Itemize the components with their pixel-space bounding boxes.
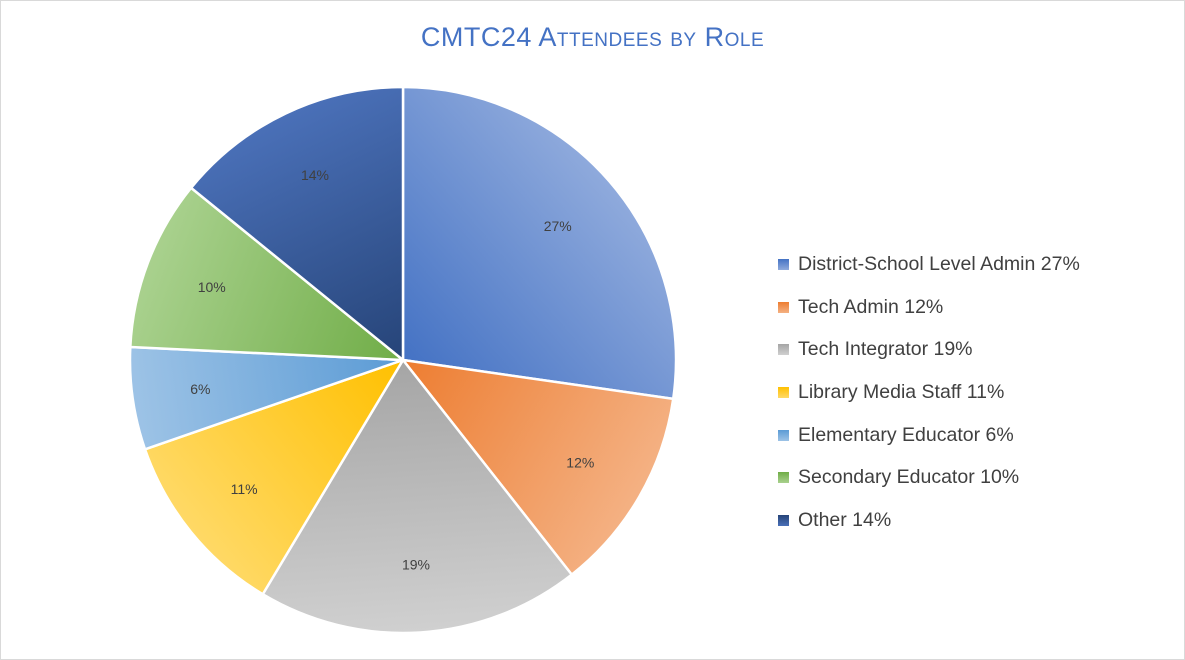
data-label: 6% xyxy=(190,381,210,397)
data-label: 10% xyxy=(198,279,226,295)
legend: District-School Level Admin 27% Tech Admi… xyxy=(778,243,1173,542)
pie-slice-secondary-educator xyxy=(129,186,405,362)
legend-swatch xyxy=(778,344,789,356)
legend-label: District-School Level Admin 27% xyxy=(798,252,1080,275)
pie-slice-library-media-staff xyxy=(143,358,405,596)
legend-item: District-School Level Admin 27% xyxy=(778,243,1173,286)
data-label: 27% xyxy=(544,218,572,234)
chart-title: CMTC24 Attendees by Role xyxy=(420,22,765,52)
legend-swatch xyxy=(778,429,789,441)
legend-item: Other 14% xyxy=(778,499,1173,542)
legend-label: Tech Admin 12% xyxy=(798,295,944,318)
legend-swatch xyxy=(778,472,789,484)
legend-item: Elementary Educator 6% xyxy=(778,414,1173,457)
pie-slices xyxy=(128,85,678,635)
data-label: 14% xyxy=(301,167,329,183)
legend-label: Elementary Educator 6% xyxy=(798,423,1014,446)
pie-slice-district-school-level-admin xyxy=(401,85,678,401)
legend-swatch xyxy=(778,258,789,270)
legend-label: Library Media Staff 11% xyxy=(798,380,1005,403)
legend-item: Library Media Staff 11% xyxy=(778,371,1173,414)
legend-swatch xyxy=(778,301,789,313)
legend-item: Tech Integrator 19% xyxy=(778,328,1173,371)
pie-labels: 27% 12% 19% 11% 6% 10% 14% xyxy=(190,167,594,572)
legend-item: Secondary Educator 10% xyxy=(778,456,1173,499)
data-label: 11% xyxy=(231,481,258,497)
pie-slice-tech-admin xyxy=(401,358,675,576)
legend-label: Tech Integrator 19% xyxy=(798,338,973,361)
pie-slice-tech-integrator xyxy=(261,358,574,635)
data-label: 12% xyxy=(566,454,594,470)
pie-slice-other xyxy=(189,85,405,362)
legend-item: Tech Admin 12% xyxy=(778,286,1173,329)
data-label: 19% xyxy=(402,556,430,572)
legend-swatch xyxy=(778,514,789,526)
legend-swatch xyxy=(778,386,789,398)
legend-label: Other 14% xyxy=(798,508,892,531)
legend-label: Secondary Educator 10% xyxy=(798,466,1020,489)
